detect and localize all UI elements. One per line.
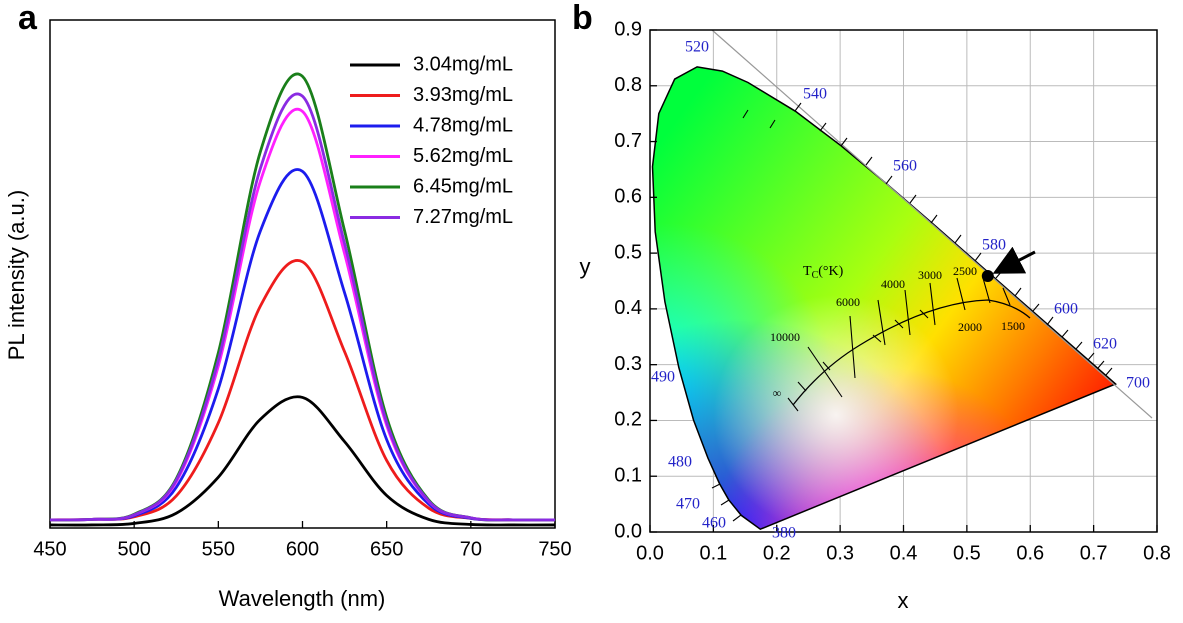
tc-label: TC(°K) <box>803 264 844 281</box>
wavelength-label: 490 <box>651 369 675 386</box>
wavelength-label: 470 <box>676 496 700 513</box>
cct-label: 2000 <box>958 320 982 334</box>
y-tick-label: 0.0 <box>614 520 642 542</box>
y-axis-label: y <box>580 254 591 279</box>
tc-unit: (°K) <box>818 264 843 279</box>
wavelength-label: 600 <box>1054 301 1078 318</box>
x-tick-label: 70 <box>460 538 482 560</box>
cct-label: ∞ <box>773 386 782 400</box>
cct-label: 2500 <box>953 264 977 278</box>
spectrum-line <box>49 92 556 522</box>
x-tick-label: 0.0 <box>636 542 664 564</box>
wavelength-label: 700 <box>1126 375 1150 392</box>
tc-subscript: C <box>812 270 819 281</box>
legend-label: 3.04mg/mL <box>413 53 513 75</box>
legend-label: 4.78mg/mL <box>413 114 513 136</box>
y-tick-label: 0.7 <box>614 130 642 152</box>
y-tick-label: 0.5 <box>614 241 642 263</box>
y-tick-label: 0.6 <box>614 186 642 208</box>
legend-label: 6.45mg/mL <box>413 175 513 197</box>
y-axis-label: PL intensity (a.u.) <box>4 190 29 360</box>
panel-label: a <box>18 0 38 37</box>
wavelength-label: 540 <box>803 86 827 103</box>
y-tick-label: 0.4 <box>614 297 642 319</box>
wavelength-label: 620 <box>1093 336 1117 353</box>
x-tick-label: 0.3 <box>826 542 854 564</box>
x-axis-label: x <box>898 588 909 613</box>
cct-label: 6000 <box>836 295 860 309</box>
x-tick-label: 600 <box>286 538 319 560</box>
wavelength-label: 460 <box>702 515 726 532</box>
spectrum-line <box>49 395 556 527</box>
x-tick-label: 0.7 <box>1080 542 1108 564</box>
spectrum-line <box>49 72 556 522</box>
wavelength-label: 480 <box>668 454 692 471</box>
spectrum-line <box>49 259 556 522</box>
x-tick-label: 750 <box>538 538 571 560</box>
x-tick-label: 0.6 <box>1016 542 1044 564</box>
wavelength-label: 380 <box>772 525 796 542</box>
panel-label: b <box>572 0 593 37</box>
cct-label: 3000 <box>918 268 942 282</box>
y-tick-label: 0.9 <box>614 18 642 40</box>
legend-label: 5.62mg/mL <box>413 145 513 167</box>
y-tick-label: 0.1 <box>614 465 642 487</box>
x-tick-label: 0.1 <box>699 542 727 564</box>
wavelength-label: 520 <box>685 39 709 56</box>
x-tick-label: 0.5 <box>953 542 981 564</box>
cct-label: 10000 <box>770 330 800 344</box>
y-tick-label: 0.3 <box>614 353 642 375</box>
x-axis-label: Wavelength (nm) <box>219 586 386 611</box>
cct-label: 1500 <box>1001 319 1025 333</box>
legend-label: 7.27mg/mL <box>413 206 513 228</box>
x-tick-label: 0.4 <box>890 542 918 564</box>
x-tick-label: 650 <box>370 538 403 560</box>
x-tick-label: 0.2 <box>763 542 791 564</box>
x-tick-label: 500 <box>117 538 150 560</box>
y-tick-label: 0.2 <box>614 409 642 431</box>
x-tick-label: 550 <box>202 538 235 560</box>
tc-symbol: T <box>803 264 812 279</box>
cct-label: 4000 <box>881 277 905 291</box>
x-tick-label: 450 <box>33 538 66 560</box>
x-tick-label: 0.8 <box>1143 542 1171 564</box>
y-tick-label: 0.8 <box>614 74 642 96</box>
chromaticity-point <box>981 269 994 282</box>
wavelength-label: 580 <box>982 237 1006 254</box>
wavelength-label: 560 <box>893 158 917 175</box>
legend-label: 3.93mg/mL <box>413 84 513 106</box>
